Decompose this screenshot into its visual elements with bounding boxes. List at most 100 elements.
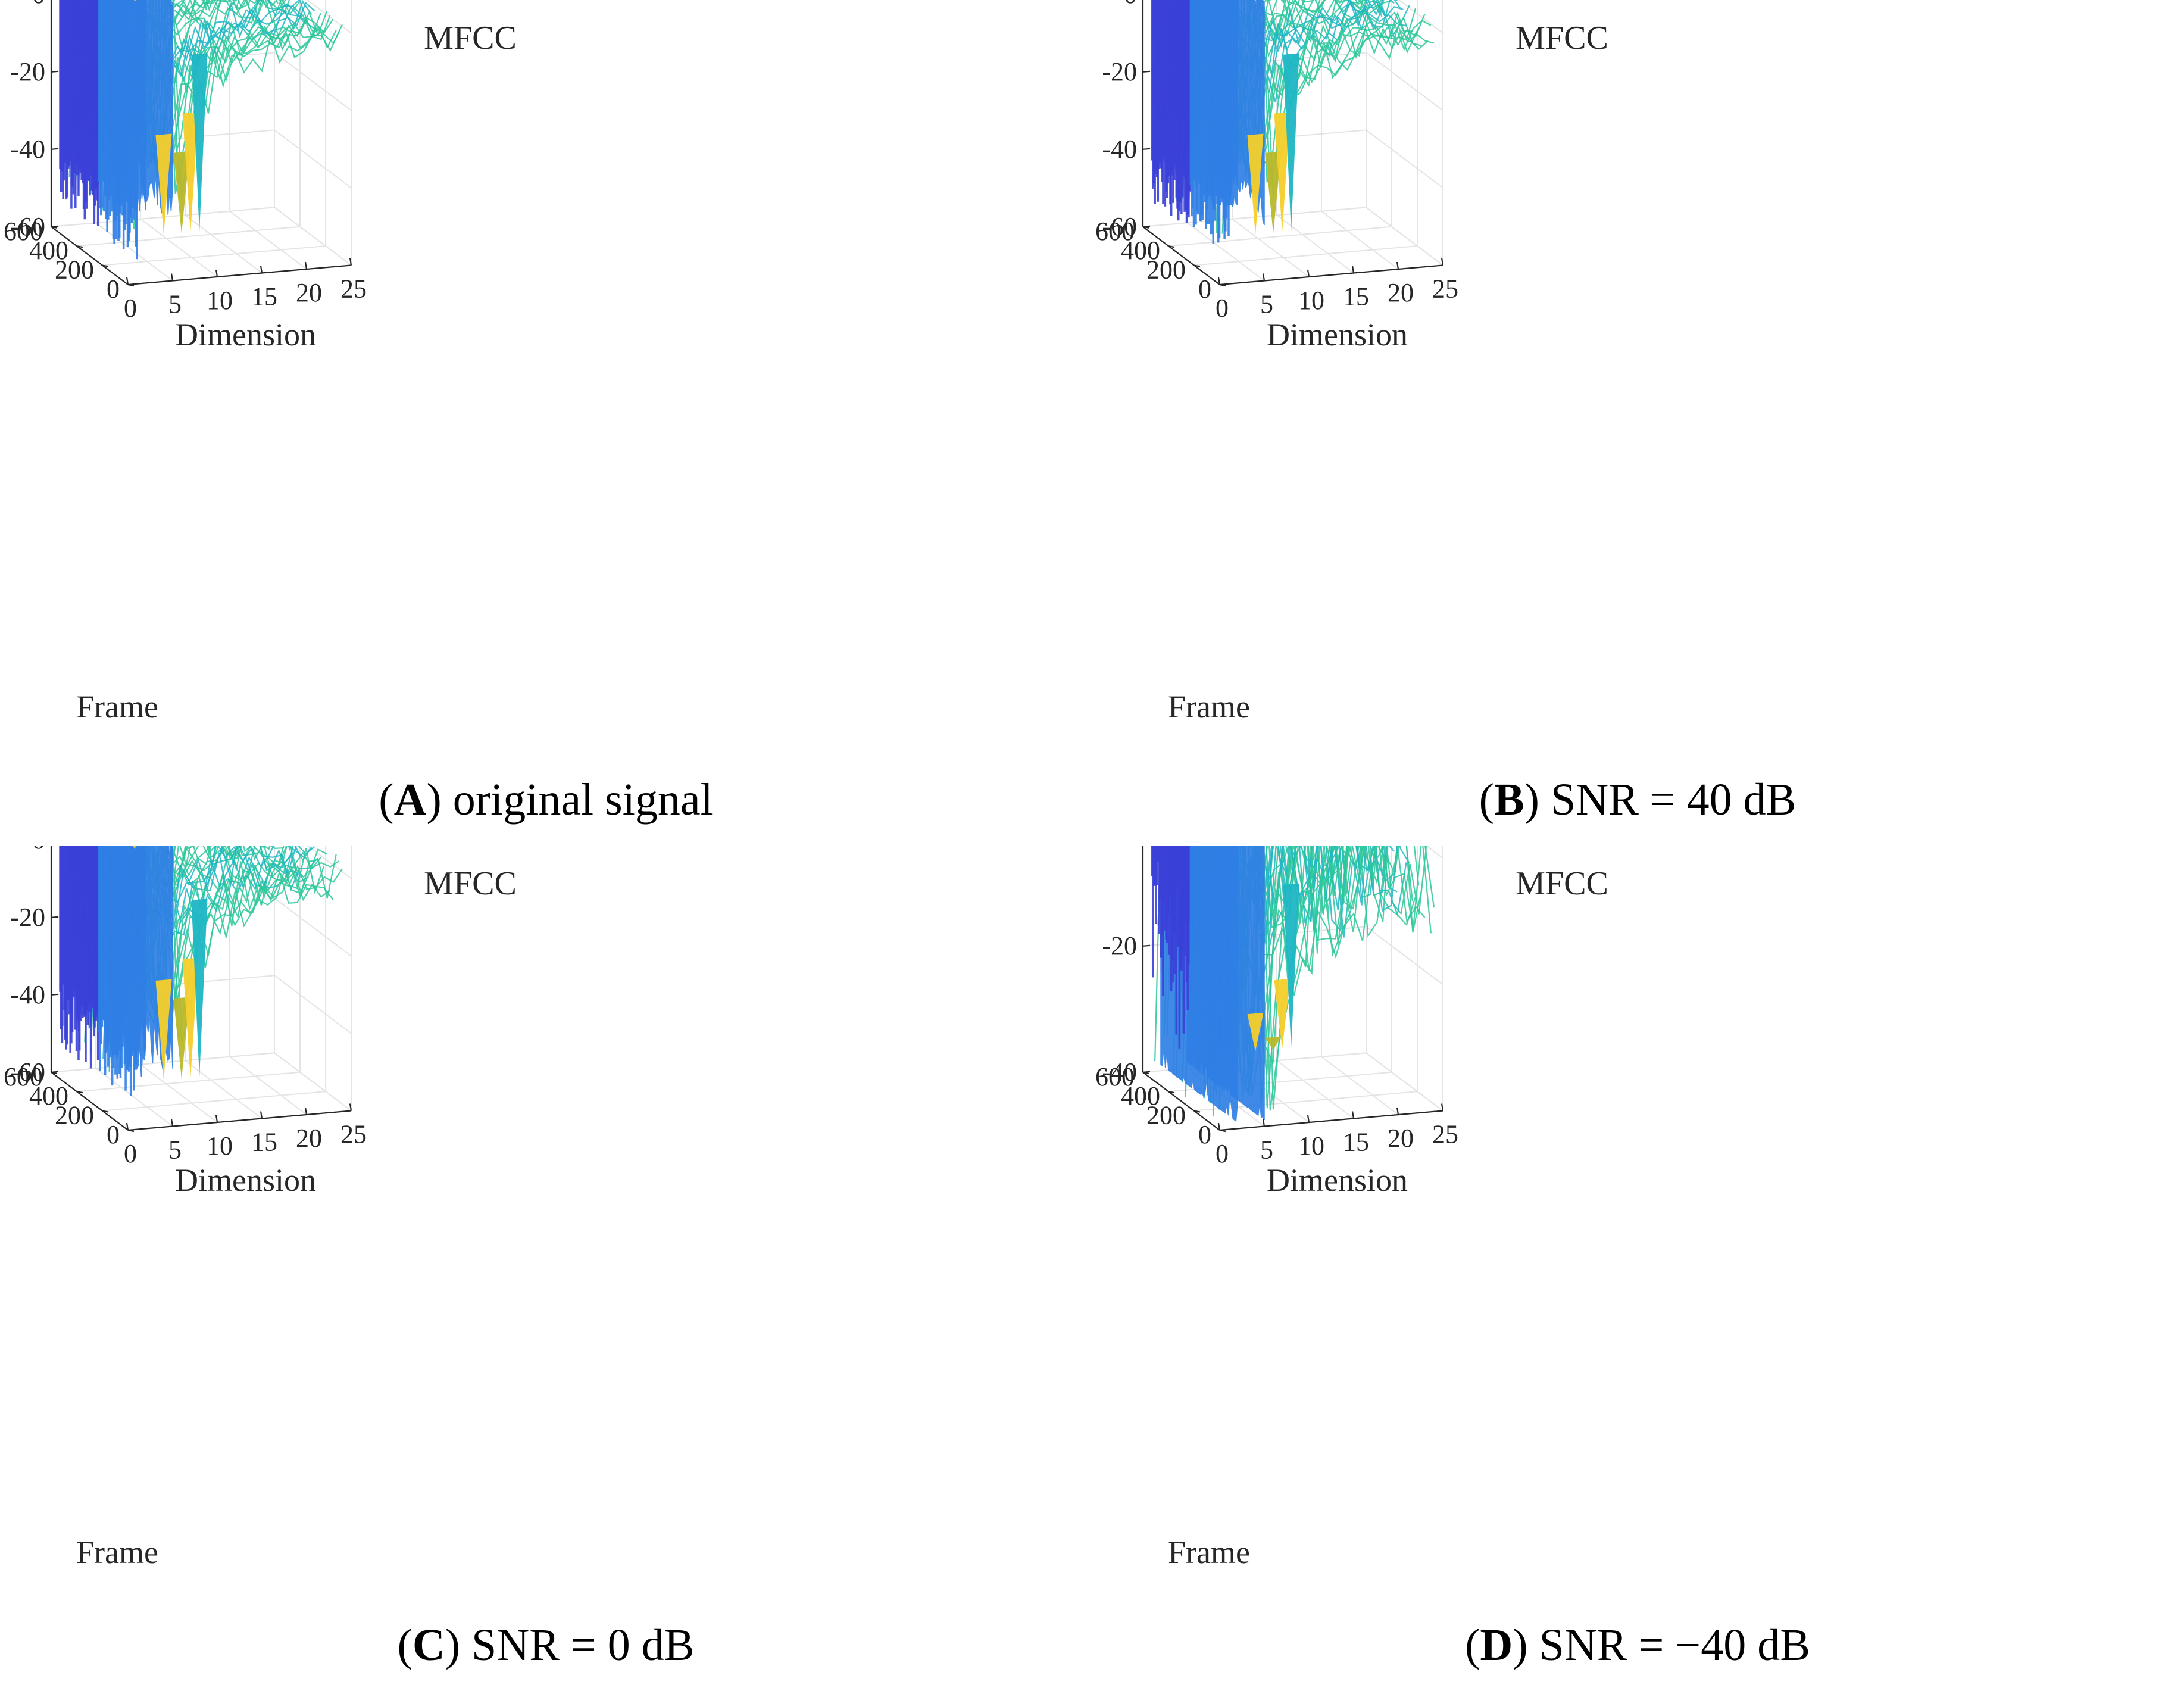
z-tick-label: -40: [1102, 135, 1137, 164]
caption-c: (C) SNR = 0 dB: [397, 1620, 695, 1670]
y-tick-label: 400: [1121, 236, 1160, 265]
y-tick-label: 0: [1198, 274, 1211, 304]
mfcc-plot-b: -60-40-200204002004006000510152025MFCCDi…: [1095, 0, 1608, 725]
frame-trace: [1163, 0, 1364, 151]
grid-line-y: [102, 0, 326, 266]
panel-c: -60-40-200204002004006000510152025MFCCDi…: [0, 846, 1092, 1691]
caption-a: (A) original signal: [379, 775, 713, 825]
x-tick: [1217, 277, 1221, 285]
x-tick: [260, 1111, 263, 1119]
x-tick: [260, 266, 263, 273]
y-tick-label: 0: [1198, 1120, 1211, 1149]
panel-d: -40-2002002004006000510152025MFCCDimensi…: [1092, 846, 2183, 1691]
frame-trace: [93, 0, 300, 193]
axes: [1142, 846, 1443, 1131]
y-tick: [102, 264, 109, 267]
frame-trace: [1206, 846, 1413, 1097]
frame-trace: [74, 846, 264, 1006]
x-tick-label: 5: [168, 290, 182, 319]
caption-letter: D: [1480, 1620, 1513, 1670]
frame-trace: [1194, 846, 1399, 1076]
z-tick: [51, 70, 59, 73]
plot-frame: -40-2002002004006000510152025MFCCDimensi…: [1095, 846, 1608, 1570]
x-tick: [1217, 1122, 1221, 1131]
y-tick: [76, 245, 83, 248]
frame-trace: [77, 846, 285, 1002]
x-tick-label: 5: [1260, 1135, 1273, 1165]
caption-text: SNR = 40 dB: [1550, 775, 1796, 825]
coefficient-spike: [1247, 1012, 1264, 1052]
x-tick-label: 15: [1343, 282, 1369, 311]
x-axis: [127, 1110, 352, 1131]
x-tick-label: 25: [340, 1120, 367, 1149]
frame-trace: [1197, 0, 1404, 161]
x-tick-label: 15: [1343, 1128, 1369, 1157]
x-tick-label: 5: [1260, 290, 1273, 319]
x-tick: [1441, 1103, 1444, 1111]
coefficient-spike: [155, 979, 172, 1081]
y-axis-label: Frame: [76, 689, 158, 725]
grid-line-y: [1193, 0, 1418, 266]
x-axis-label: Dimension: [175, 317, 316, 352]
tick-labels: -60-40-200204002004006000510152025: [1095, 0, 1458, 323]
frame-trace: [1203, 846, 1410, 1099]
grid-line-y: [1168, 0, 1392, 247]
frame-trace: [1213, 846, 1420, 1117]
x-tick: [170, 1119, 174, 1127]
x-axis: [1219, 264, 1443, 286]
x-tick: [215, 1115, 218, 1123]
y-tick: [51, 226, 58, 229]
y-tick-label: 600: [4, 1062, 43, 1091]
frame-trace: [90, 0, 287, 194]
plot-title: MFCC: [1516, 865, 1608, 902]
z-tick-label: -20: [1102, 931, 1137, 960]
z-tick: [51, 916, 59, 918]
x-tick: [1262, 1119, 1266, 1127]
x-tick-label: 0: [124, 1139, 137, 1168]
x-tick: [1307, 1115, 1310, 1123]
x-tick: [126, 1122, 129, 1131]
y-tick-label: 0: [107, 274, 120, 304]
y-tick-label: 200: [1146, 255, 1186, 285]
z-tick-label: -60: [1102, 212, 1137, 241]
x-axis-label: Dimension: [1267, 1162, 1408, 1198]
y-axis: [51, 1071, 129, 1131]
x-tick: [1262, 273, 1266, 281]
coefficient-spike: [1283, 53, 1299, 232]
coefficient-spike: [191, 899, 208, 1078]
x-axis-label: Dimension: [175, 1162, 316, 1198]
surface: [59, 846, 343, 1096]
x-tick: [126, 277, 129, 285]
x-tick: [170, 273, 174, 281]
x-tick-label: 0: [124, 294, 137, 323]
frame-trace: [111, 0, 318, 207]
caption-letter: C: [412, 1620, 445, 1670]
z-tick: [1142, 70, 1151, 73]
tick-labels: -60-40-200204002004006000510152025: [4, 0, 367, 323]
x-tick: [304, 1107, 308, 1115]
plot-frame: -60-40-200204002004006000510152025MFCCDi…: [4, 846, 517, 1570]
y-tick: [76, 1091, 83, 1094]
panel-b: -60-40-200204002004006000510152025MFCCDi…: [1092, 0, 2183, 846]
frame-trace: [71, 0, 279, 189]
x-tick-label: 20: [1388, 1124, 1414, 1153]
coefficient-spike: [191, 53, 208, 232]
x-tick-label: 10: [1298, 286, 1324, 315]
y-tick: [127, 283, 135, 287]
frame-trace: [1173, 0, 1379, 151]
tick-labels: -40-2002002004006000510152025: [1095, 931, 1458, 1168]
surface: [1151, 846, 1435, 1122]
coefficient-spike: [1265, 1036, 1282, 1050]
caption-text: SNR = 0 dB: [471, 1620, 695, 1670]
x-axis-label: Dimension: [1267, 317, 1408, 352]
frame-trace: [1200, 846, 1407, 1093]
frame-trace: [1224, 846, 1432, 1111]
x-tick-label: 25: [1432, 274, 1458, 304]
y-tick: [1193, 1110, 1201, 1113]
axes: [50, 0, 352, 286]
y-tick-label: 200: [1146, 1101, 1186, 1130]
x-axis: [127, 264, 352, 286]
z-tick-label: -60: [10, 1057, 45, 1087]
x-tick: [1351, 1111, 1355, 1119]
